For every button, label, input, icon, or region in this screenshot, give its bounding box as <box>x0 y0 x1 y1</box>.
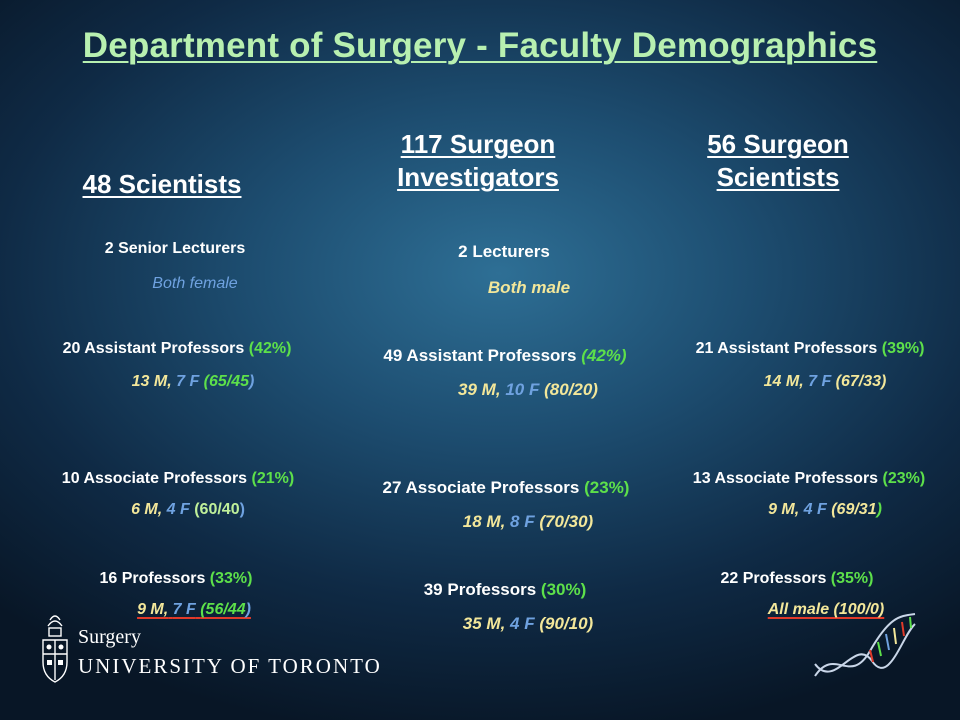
row-professors: 16 Professors (33%) <box>100 570 253 588</box>
logo-university: UNIVERSITY OF TORONTO <box>78 654 382 678</box>
row-associate-professors: 10 Associate Professors (21%) <box>62 470 294 488</box>
row-percent: (23%) <box>584 478 630 497</box>
ratio-close: ) <box>592 380 598 399</box>
male-count: 18 M, <box>462 512 506 531</box>
row-label: 39 Professors <box>423 580 537 599</box>
row-sub-assistant-professors: 13 M, 7 F (65/45) <box>132 373 255 391</box>
ratio-close: ) <box>239 501 245 518</box>
row-percent: (42%) <box>248 340 292 357</box>
row-professors-ss: 22 Professors (35%) <box>721 570 874 588</box>
column-heading-surgeon-scientists: 56 Surgeon Scientists <box>707 128 849 194</box>
ratio-close: ) <box>876 501 882 518</box>
heading-line: 56 Surgeon <box>707 129 849 159</box>
male-count: 35 M, <box>462 614 506 633</box>
row-sub-lecturers: Both male <box>488 278 570 298</box>
row-label: 27 Associate Professors <box>382 478 580 497</box>
row-sub-associate-professors: 6 M, 4 F (60/40) <box>131 501 245 519</box>
row-label: 22 Professors <box>720 570 827 587</box>
row-label: 49 Assistant Professors <box>383 346 577 365</box>
row-percent: (33%) <box>209 570 253 587</box>
row-lecturers: 2 Lecturers <box>458 242 550 262</box>
ratio: (67/33 <box>835 373 882 390</box>
male-count: 6 M, <box>131 501 163 518</box>
male-count: 13 M, <box>131 373 172 390</box>
female-count: 7 F <box>808 373 832 390</box>
ratio-close: ) <box>249 373 255 390</box>
ratio: (56/44 <box>200 601 246 618</box>
female-count: 8 F <box>510 512 535 531</box>
page-title: Department of Surgery - Faculty Demograp… <box>82 26 878 65</box>
row-assistant-professors: 20 Assistant Professors (42%) <box>63 340 292 358</box>
row-percent: (30%) <box>540 580 587 599</box>
row-label: 2 Lecturers <box>458 242 550 261</box>
row-sub-professors-si: 35 M, 4 F (90/10) <box>463 614 593 634</box>
heading-line: Scientists <box>716 162 840 192</box>
column-heading-surgeon-investigators: 117 Surgeon Investigators <box>397 128 559 194</box>
row-label: 10 Associate Professors <box>61 470 248 487</box>
ratio-close: ) <box>587 512 594 531</box>
row-label: 16 Professors <box>99 570 206 587</box>
sub-text: Both male <box>487 278 571 297</box>
row-percent: (23%) <box>882 470 926 487</box>
ratio-close: ) <box>881 373 887 390</box>
ratio: (90/10 <box>539 614 588 633</box>
ratio-close: ) <box>245 601 251 618</box>
row-professors-si: 39 Professors (30%) <box>424 580 587 600</box>
row-label: 2 Senior Lecturers <box>104 240 246 257</box>
row-associate-professors-si: 27 Associate Professors (23%) <box>383 478 630 498</box>
row-sub-senior-lecturers: Both female <box>152 275 237 293</box>
ratio: (69/31 <box>831 501 877 518</box>
row-assistant-professors-si: 49 Assistant Professors (42%) <box>383 346 626 366</box>
ratio: (70/30 <box>539 512 588 531</box>
ratio-close: ) <box>587 614 594 633</box>
male-count: 9 M, <box>768 501 800 518</box>
logo-dept: Surgery <box>78 626 141 648</box>
row-percent: (42%) <box>581 346 627 365</box>
row-label: 20 Assistant Professors <box>62 340 245 357</box>
male-count: 9 M, <box>137 601 169 618</box>
heading-line: 48 Scientists <box>82 169 242 199</box>
row-sub-assistant-professors-si: 39 M, 10 F (80/20) <box>458 380 598 400</box>
ratio: (80/20 <box>544 380 593 399</box>
column-heading-scientists: 48 Scientists <box>83 168 242 201</box>
crest-icon <box>42 615 68 683</box>
dna-helix-icon <box>814 613 916 677</box>
female-count: 4 F <box>166 501 190 518</box>
row-label: 21 Assistant Professors <box>695 340 878 357</box>
row-percent: (39%) <box>881 340 925 357</box>
row-sub-associate-professors-si: 18 M, 8 F (70/30) <box>463 512 593 532</box>
sub-text: All male (100/0) <box>767 601 885 618</box>
male-count: 39 M, <box>458 380 501 399</box>
row-senior-lecturers: 2 Senior Lecturers <box>105 240 246 258</box>
female-count: 10 F <box>505 380 540 399</box>
female-count: 4 F <box>510 614 535 633</box>
row-sub-professors: 9 M, 7 F (56/44) <box>137 601 251 619</box>
university-logo: Surgery UNIVERSITY OF TORONTO <box>40 610 380 690</box>
row-associate-professors-ss: 13 Associate Professors (23%) <box>693 470 925 488</box>
row-percent: (21%) <box>251 470 295 487</box>
ratio: (65/45 <box>203 373 250 390</box>
ratio: (60/40 <box>194 501 240 518</box>
row-sub-associate-professors-ss: 9 M, 4 F (69/31) <box>768 501 882 519</box>
female-count: 4 F <box>803 501 827 518</box>
male-count: 14 M, <box>763 373 804 390</box>
female-count: 7 F <box>172 601 196 618</box>
heading-line: Investigators <box>397 162 559 192</box>
row-label: 13 Associate Professors <box>692 470 879 487</box>
sub-text: Both female <box>152 275 238 292</box>
row-assistant-professors-ss: 21 Assistant Professors (39%) <box>696 340 925 358</box>
row-sub-professors-ss: All male (100/0) <box>768 601 885 619</box>
female-count: 7 F <box>176 373 200 390</box>
row-percent: (35%) <box>830 570 874 587</box>
row-sub-assistant-professors-ss: 14 M, 7 F (67/33) <box>764 373 887 391</box>
heading-line: 117 Surgeon <box>400 129 556 159</box>
